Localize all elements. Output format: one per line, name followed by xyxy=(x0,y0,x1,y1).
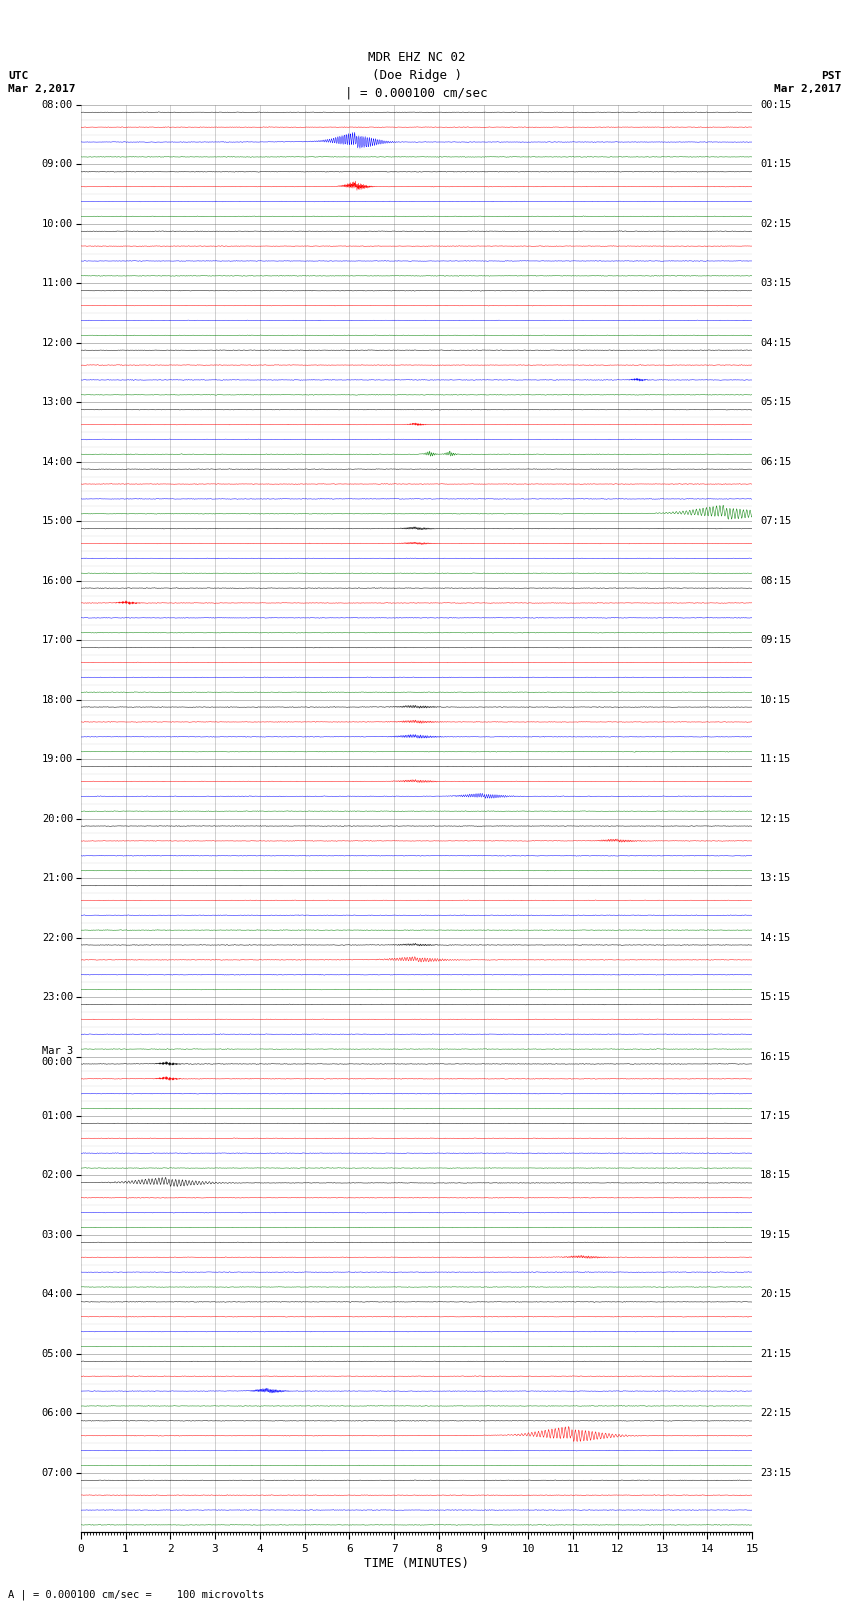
Text: UTC: UTC xyxy=(8,71,29,81)
Text: Mar 2,2017: Mar 2,2017 xyxy=(8,84,76,94)
X-axis label: TIME (MINUTES): TIME (MINUTES) xyxy=(364,1557,469,1569)
Text: A | = 0.000100 cm/sec =    100 microvolts: A | = 0.000100 cm/sec = 100 microvolts xyxy=(8,1589,264,1600)
Title: MDR EHZ NC 02
(Doe Ridge )
| = 0.000100 cm/sec: MDR EHZ NC 02 (Doe Ridge ) | = 0.000100 … xyxy=(345,50,488,100)
Text: PST: PST xyxy=(821,71,842,81)
Text: Mar 2,2017: Mar 2,2017 xyxy=(774,84,842,94)
